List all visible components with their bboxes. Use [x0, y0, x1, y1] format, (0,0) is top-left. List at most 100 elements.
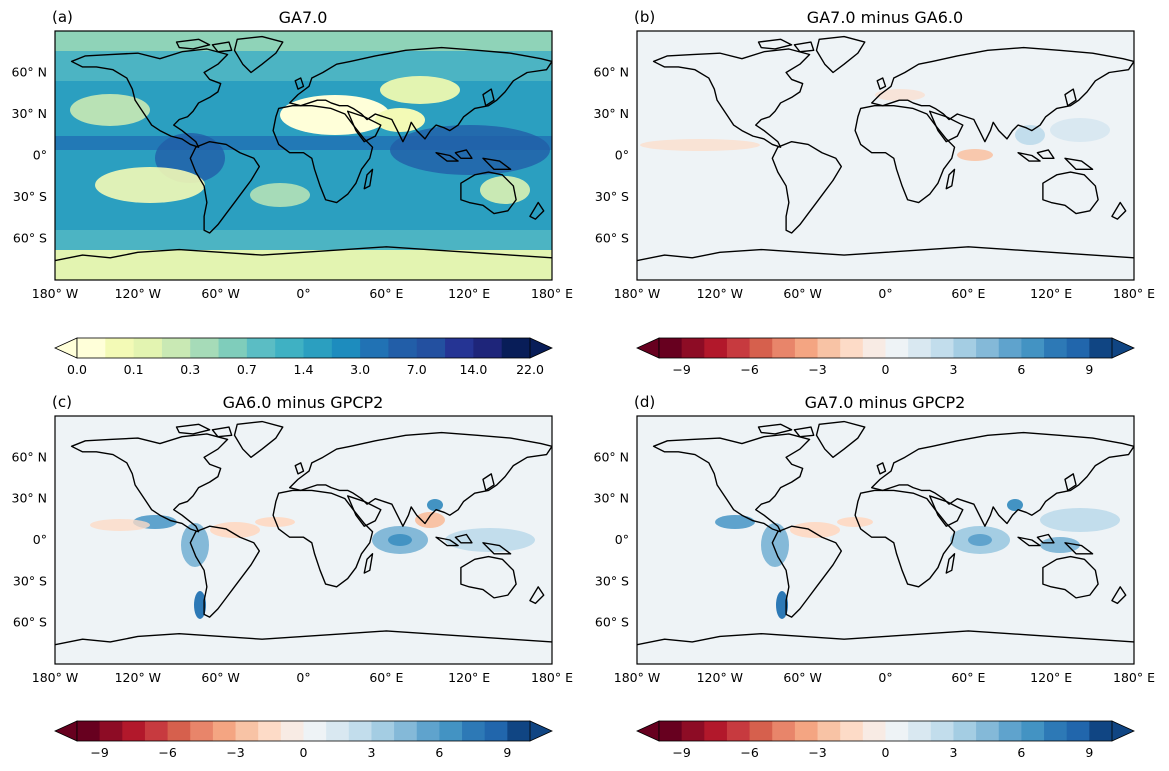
colorbar-extend-high — [1111, 337, 1135, 359]
colorbar-swatch — [840, 721, 864, 741]
colorbar-swatch — [772, 721, 796, 741]
colorbar-swatch — [908, 721, 932, 741]
colorbar-swatch — [167, 721, 191, 741]
colorbar-swatch — [212, 721, 237, 741]
colorbar-swatch — [445, 338, 474, 358]
colorbar-swatch — [817, 338, 841, 358]
colorbar-swatch — [726, 721, 751, 741]
colorbar-tick-label: 0 — [300, 745, 308, 760]
x-tick-label-c: 120° W — [115, 670, 161, 685]
colorbar-swatch — [303, 721, 327, 741]
x-tick-label-b: 0° — [878, 286, 892, 301]
y-tick-label-c: 60° N — [12, 449, 47, 464]
colorbar-swatch — [885, 721, 909, 741]
y-tick-label-b: 30° S — [595, 189, 629, 204]
y-tick-label-a: 0° — [33, 148, 47, 163]
x-tick-label-d: 60° E — [951, 670, 985, 685]
colorbar-swatch — [77, 338, 106, 358]
colorbar-swatch — [122, 721, 146, 741]
colorbar-swatch — [303, 338, 333, 358]
colorbar-swatch — [275, 338, 304, 358]
panel-b — [636, 30, 1135, 281]
x-tick-label-c: 0° — [296, 670, 310, 685]
colorbar-tick-label: 6 — [435, 745, 443, 760]
y-tick-label-d: 0° — [615, 532, 629, 547]
y-tick-label-a: 60° S — [13, 231, 47, 246]
colorbar-swatch — [1021, 721, 1045, 741]
colorbar-swatch — [659, 721, 683, 741]
colorbar-tick-label: 3.0 — [350, 362, 370, 377]
y-tick-label-a: 30° S — [13, 189, 47, 204]
colorbar-swatch — [659, 338, 683, 358]
colorbar-tick-label: −6 — [740, 745, 758, 760]
x-tick-label-b: 120° E — [1030, 286, 1072, 301]
map-field-c — [55, 416, 552, 664]
colorbar-swatch — [976, 338, 1000, 358]
colorbar-tick-label: −3 — [226, 745, 244, 760]
x-tick-label-a: 60° E — [369, 286, 403, 301]
colorbar-swatch — [772, 338, 796, 358]
colorbar-swatch — [331, 338, 361, 358]
x-tick-label-d: 180° E — [1113, 670, 1155, 685]
colorbar-swatch — [817, 721, 841, 741]
colorbar-tick-label: −3 — [808, 362, 826, 377]
colorbar-extend-high — [529, 720, 553, 742]
title-c: GA6.0 minus GPCP2 — [223, 393, 384, 412]
x-tick-label-c: 60° E — [369, 670, 403, 685]
colorbar-swatch — [749, 338, 773, 358]
colorbar-tick-label: 0 — [882, 745, 890, 760]
colorbar-tick-label: −6 — [158, 745, 176, 760]
colorbar-swatch — [908, 338, 932, 358]
colorbar-swatch — [1044, 338, 1068, 358]
panel-label-c: (c) — [52, 393, 72, 411]
axis-ticks: 180° W 120° W 60° W 0° 60° E 120° E 180° E 60° … — [12, 65, 1156, 686]
colorbar-swatch — [326, 721, 350, 741]
colorbar-swatch — [246, 338, 276, 358]
title-d: GA7.0 minus GPCP2 — [805, 393, 966, 412]
colorbar-tick-label: 1.4 — [294, 362, 314, 377]
colorbar-swatch — [704, 338, 728, 358]
colorbar-swatch — [235, 721, 259, 741]
colorbar-swatch — [258, 721, 282, 741]
colorbar-swatch — [794, 721, 819, 741]
x-tick-label-c: 180° E — [531, 670, 573, 685]
title-a: GA7.0 — [279, 8, 328, 27]
x-tick-label-a: 60° W — [201, 286, 240, 301]
x-tick-label-b: 60° W — [783, 286, 822, 301]
colorbar-swatch — [501, 338, 531, 358]
colorbar-c: −9 −6 −3 0 3 6 9 — [54, 720, 553, 760]
colorbar-swatch — [953, 338, 977, 358]
colorbar-swatch — [1044, 721, 1068, 741]
x-tick-label-b: 60° E — [951, 286, 985, 301]
colorbar-swatch — [133, 338, 163, 358]
colorbar-tick-label: 0.3 — [180, 362, 200, 377]
colorbar-extend-low — [636, 337, 660, 359]
colorbar-swatch — [998, 721, 1022, 741]
y-tick-label-b: 0° — [615, 148, 629, 163]
colorbar-swatch — [998, 338, 1022, 358]
panel-a — [54, 30, 553, 281]
colorbar-swatch — [930, 721, 954, 741]
y-tick-label-d: 30° S — [595, 573, 629, 588]
colorbar-swatch — [1089, 721, 1113, 741]
colorbar-swatch — [371, 721, 395, 741]
colorbar-swatch — [1066, 338, 1090, 358]
x-tick-label-c: 60° W — [201, 670, 240, 685]
colorbar-swatch — [360, 338, 389, 358]
colorbar-swatch — [1089, 338, 1113, 358]
x-tick-label-d: 120° E — [1030, 670, 1072, 685]
x-tick-label-b: 180° E — [1113, 286, 1155, 301]
colorbar-swatch — [930, 338, 954, 358]
map-field-d — [637, 416, 1134, 664]
x-tick-label-a: 120° W — [115, 286, 161, 301]
colorbar-a: 0.0 0.1 0.3 0.7 1.4 3.0 7.0 14.0 22.0 — [54, 337, 553, 377]
panel-label-a: (a) — [52, 8, 73, 26]
colorbar-swatch — [218, 338, 248, 358]
colorbar-swatch — [726, 338, 751, 358]
y-tick-label-c: 60° S — [13, 615, 47, 630]
x-tick-label-a: 0° — [296, 286, 310, 301]
x-tick-label-a: 120° E — [448, 286, 490, 301]
colorbar-swatch — [190, 338, 220, 358]
colorbar-swatch — [749, 721, 773, 741]
colorbar-tick-label: 0.7 — [237, 362, 257, 377]
